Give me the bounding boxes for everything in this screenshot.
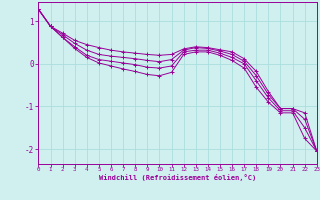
X-axis label: Windchill (Refroidissement éolien,°C): Windchill (Refroidissement éolien,°C) xyxy=(99,174,256,181)
